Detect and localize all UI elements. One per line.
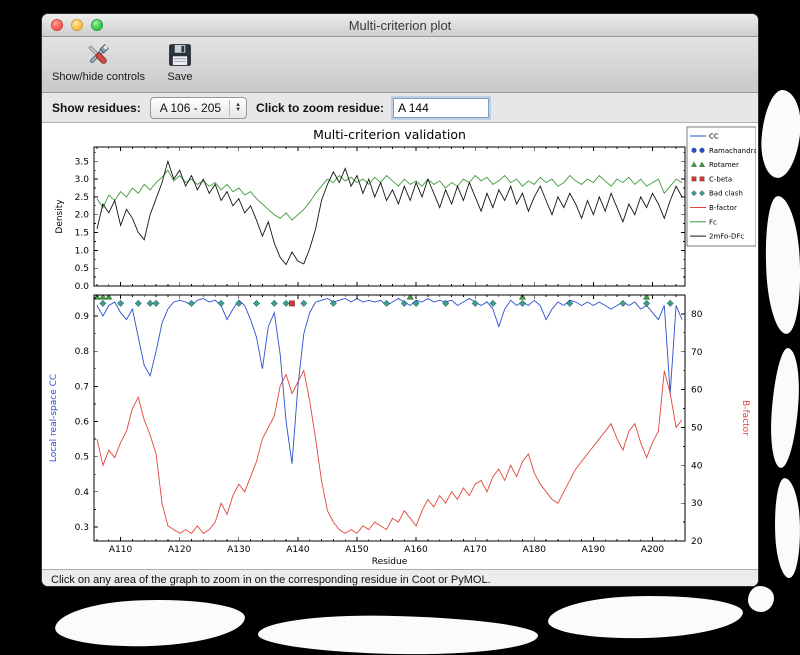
svg-text:70: 70 — [691, 348, 703, 358]
screenshot-artifact — [773, 477, 800, 579]
svg-text:A120: A120 — [168, 545, 192, 555]
screenshot-artifact — [54, 596, 246, 650]
screenshot-artifact — [547, 593, 744, 641]
plot-area[interactable]: A110 A120 A130 A140 A150 A160 A170 A180 A190 A200… — [42, 123, 758, 569]
svg-text:0.7: 0.7 — [75, 382, 89, 392]
svg-text:3.0: 3.0 — [75, 175, 90, 185]
svg-text:1.0: 1.0 — [75, 246, 90, 256]
window-title: Multi-criterion plot — [348, 17, 452, 33]
svg-text:A130: A130 — [227, 545, 251, 555]
zoom-residue-input[interactable] — [393, 97, 490, 118]
svg-text:0.4: 0.4 — [75, 488, 90, 498]
status-text: Click on any area of the graph to zoom i… — [51, 573, 491, 586]
svg-text:Residue: Residue — [372, 557, 408, 567]
svg-text:20: 20 — [691, 537, 703, 547]
traffic-lights — [51, 19, 103, 31]
svg-text:2mFo-DFc: 2mFo-DFc — [709, 233, 744, 241]
svg-text:Fc: Fc — [709, 218, 717, 226]
zoom-button[interactable] — [91, 19, 103, 31]
save-button[interactable]: Save — [165, 40, 195, 83]
svg-text:Ramachandran: Ramachandran — [709, 147, 756, 155]
toolbar: Show/hide controls Save — [42, 37, 758, 93]
svg-text:0.0: 0.0 — [75, 282, 90, 292]
svg-text:Density: Density — [55, 199, 65, 234]
app-window: Multi-criterion plot Show/hide controls — [42, 14, 758, 586]
svg-text:0.8: 0.8 — [75, 347, 90, 357]
svg-text:C-beta: C-beta — [709, 175, 732, 183]
save-icon — [169, 44, 191, 66]
svg-text:80: 80 — [691, 310, 703, 320]
tools-icon — [88, 44, 110, 64]
show-hide-controls-button[interactable]: Show/hide controls — [52, 40, 145, 83]
svg-text:0.6: 0.6 — [75, 418, 90, 428]
titlebar[interactable]: Multi-criterion plot — [42, 14, 758, 37]
screenshot-artifact — [758, 88, 800, 180]
screenshot-artifact — [762, 195, 800, 335]
svg-text:Multi-criterion validation: Multi-criterion validation — [313, 127, 466, 142]
svg-text:0.5: 0.5 — [75, 264, 89, 274]
svg-text:CC: CC — [709, 133, 719, 141]
svg-text:2.0: 2.0 — [75, 211, 90, 221]
svg-text:B-factor: B-factor — [709, 204, 737, 212]
chevron-up-down-icon: ▲ ▼ — [229, 99, 241, 116]
svg-text:3.5: 3.5 — [75, 157, 89, 167]
zoom-residue-label: Click to zoom residue: — [256, 100, 385, 115]
svg-text:A200: A200 — [641, 545, 665, 555]
svg-text:1.5: 1.5 — [75, 229, 89, 239]
screenshot-artifact — [748, 586, 774, 612]
screenshot-artifact — [767, 347, 800, 469]
minimize-button[interactable] — [71, 19, 83, 31]
svg-text:A140: A140 — [286, 545, 310, 555]
svg-text:0.9: 0.9 — [75, 312, 90, 322]
show-hide-controls-label: Show/hide controls — [52, 71, 145, 83]
svg-text:2.5: 2.5 — [75, 193, 89, 203]
svg-text:40: 40 — [691, 461, 703, 471]
svg-text:30: 30 — [691, 499, 703, 509]
multi-criterion-chart[interactable]: A110 A120 A130 A140 A150 A160 A170 A180 A190 A200… — [42, 123, 756, 569]
residue-range-value: A 106 - 205 — [159, 100, 222, 115]
screenshot-artifact — [257, 613, 539, 655]
svg-text:Local real-space CC: Local real-space CC — [49, 374, 59, 462]
svg-text:A170: A170 — [464, 545, 488, 555]
svg-text:B-factor: B-factor — [740, 400, 750, 436]
close-button[interactable] — [51, 19, 63, 31]
svg-text:Rotamer: Rotamer — [709, 161, 739, 169]
svg-text:A160: A160 — [404, 545, 428, 555]
status-bar: Click on any area of the graph to zoom i… — [42, 569, 758, 586]
svg-text:A190: A190 — [582, 545, 606, 555]
residue-range-select[interactable]: A 106 - 205 ▲ ▼ — [149, 96, 248, 119]
save-label: Save — [167, 71, 193, 83]
controls-bar: Show residues: A 106 - 205 ▲ ▼ Click to z… — [42, 93, 758, 123]
svg-text:0.5: 0.5 — [75, 453, 89, 463]
svg-text:A180: A180 — [523, 545, 547, 555]
svg-text:A150: A150 — [345, 545, 369, 555]
show-residues-label: Show residues: — [52, 100, 141, 115]
svg-text:Bad clash: Bad clash — [709, 190, 743, 198]
svg-text:60: 60 — [691, 386, 703, 396]
svg-text:50: 50 — [691, 423, 703, 433]
svg-text:0.3: 0.3 — [75, 523, 89, 533]
svg-text:A110: A110 — [109, 545, 133, 555]
